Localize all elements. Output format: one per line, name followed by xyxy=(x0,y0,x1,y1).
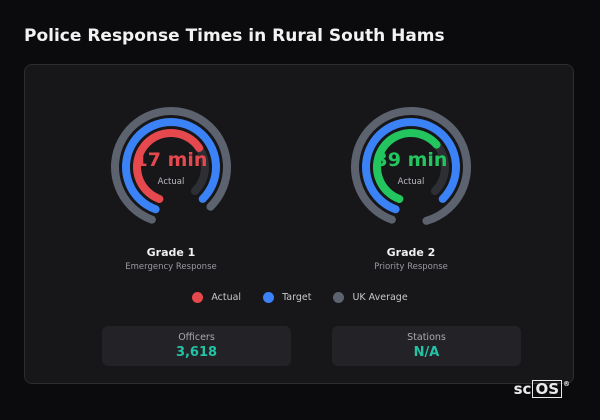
grade-2-actual-ring xyxy=(373,129,441,203)
legend-dot-uk-average xyxy=(333,292,345,303)
grade-1-gauge-rings xyxy=(111,107,231,224)
legend-label-actual: Actual xyxy=(211,292,242,303)
legend-item-uk-average: UK Average xyxy=(333,292,408,303)
page-title: Police Response Times in Rural South Ham… xyxy=(24,26,445,46)
logo-boxed: OS xyxy=(532,380,562,398)
grade-2-gauge: 39 min Actual xyxy=(351,107,471,227)
grade-2-actual-value: 39 min xyxy=(374,149,448,171)
officers-value: 3,618 xyxy=(175,345,218,360)
grade-1-actual-label: Actual xyxy=(157,177,185,187)
grade-2-title: Grade 2 xyxy=(386,246,436,259)
grade-1-title: Grade 1 xyxy=(146,246,196,259)
grade-2-actual-label: Actual xyxy=(397,177,425,187)
logo-prefix: sc xyxy=(513,380,532,398)
stations-value: N/A xyxy=(413,345,440,360)
response-times-card: 17 min Actual Grade 1 Emergency Response… xyxy=(24,64,574,384)
grade-1-target-ring xyxy=(122,118,220,214)
stations-stat: Stations N/A xyxy=(332,326,521,366)
legend-dot-actual xyxy=(192,292,204,303)
stations-label: Stations xyxy=(407,332,446,343)
grade-2-target-ring xyxy=(362,118,460,214)
legend-item-actual: Actual xyxy=(192,292,241,303)
grade-1-gauge: 17 min Actual xyxy=(111,107,231,227)
grade-1-uk-average-ring xyxy=(111,107,231,224)
grade-1-actual-ring xyxy=(133,129,204,203)
legend-label-uk-average: UK Average xyxy=(352,292,408,303)
legend: Actual Target UK Average xyxy=(25,292,575,303)
legend-label-target: Target xyxy=(282,292,312,303)
scos-logo: sc OS ® xyxy=(514,380,570,398)
grade-1-actual-value: 17 min xyxy=(134,149,208,171)
grade-2-subtitle: Priority Response xyxy=(374,262,448,272)
grade-2-uk-average-ring xyxy=(351,107,471,225)
grade-1-subtitle: Emergency Response xyxy=(125,262,217,272)
legend-dot-target xyxy=(263,292,275,303)
officers-label: Officers xyxy=(178,332,215,343)
officers-stat: Officers 3,618 xyxy=(102,326,291,366)
logo-reg: ® xyxy=(563,380,570,388)
grade-2-gauge-rings xyxy=(351,107,471,225)
legend-item-target: Target xyxy=(263,292,311,303)
